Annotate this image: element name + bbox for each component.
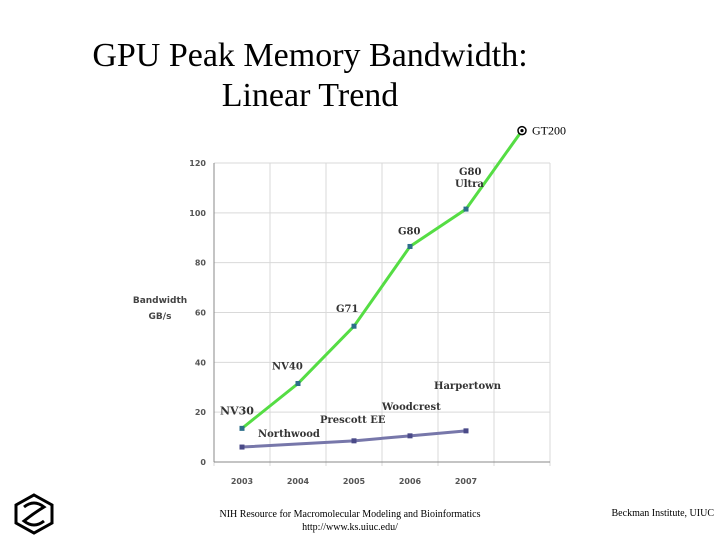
point-label-g80: G80 xyxy=(398,226,420,237)
point-label-woodcrest: Woodcrest xyxy=(381,402,441,413)
point-label-g80-ultra-line-2: Ultra xyxy=(455,179,484,190)
point-label-gt200: GT200 xyxy=(532,124,566,138)
point-marker-1-2 xyxy=(407,433,413,439)
axis-layer: 0 20 40 60 80 100 120 2003 2004 2005 2006 2007 xyxy=(189,159,550,486)
series-layer xyxy=(239,125,527,450)
point-marker-0-4 xyxy=(463,206,469,212)
point-label-nv30: NV30 xyxy=(220,404,254,417)
y-tick-label-0: 0 xyxy=(200,458,206,467)
title-line-1: GPU Peak Memory Bandwidth: xyxy=(92,37,528,74)
footer-center: NIH Resource for Macromolecular Modeling… xyxy=(190,508,510,534)
point-label-prescott-ee: Prescott EE xyxy=(320,415,386,426)
y-tick-label-60: 60 xyxy=(195,309,207,318)
y-tick-label-120: 120 xyxy=(189,159,206,168)
institute-logo-icon xyxy=(14,493,54,535)
point-label-harpertown: Harpertown xyxy=(434,381,502,392)
y-tick-label-100: 100 xyxy=(189,209,206,218)
point-marker-0-1 xyxy=(295,381,301,387)
point-marker-1-1 xyxy=(351,438,357,444)
x-tick-label-2006: 2006 xyxy=(399,477,422,486)
slide-title: GPU Peak Memory Bandwidth: Linear Trend xyxy=(60,36,560,116)
point-label-nv40: NV40 xyxy=(272,362,303,373)
x-tick-label-2003: 2003 xyxy=(231,477,253,486)
point-marker-1-0 xyxy=(239,444,245,450)
footer-right: Beckman Institute, UIUC xyxy=(611,508,714,519)
y-tick-label-40: 40 xyxy=(195,358,207,367)
series-line-1 xyxy=(241,429,467,449)
footer-line-2: http://www.ks.uiuc.edu/ xyxy=(302,522,398,533)
point-marker-0-2 xyxy=(351,323,357,329)
point-marker-0-3 xyxy=(407,243,413,249)
x-tick-label-2007: 2007 xyxy=(455,477,477,486)
title-line-2: Linear Trend xyxy=(221,77,399,114)
series-line-0 xyxy=(241,129,524,430)
x-tick-label-2004: 2004 xyxy=(287,477,310,486)
y-axis-label-line-1: Bandwidth xyxy=(133,296,187,306)
point-marker-1-3 xyxy=(463,428,469,434)
label-layer: NV30NV40G71G80G80UltraGT200NorthwoodPres… xyxy=(220,124,566,440)
x-tick-label-2005: 2005 xyxy=(343,477,366,486)
footer-line-1: NIH Resource for Macromolecular Modeling… xyxy=(219,509,481,520)
point-label-g71: G71 xyxy=(336,304,358,315)
y-axis-label-line-2: GB/s xyxy=(149,312,172,322)
point-marker-0-0 xyxy=(239,425,245,431)
point-marker-gt200-dot xyxy=(520,129,524,133)
point-label-g80-ultra-line-1: G80 xyxy=(459,167,481,178)
bandwidth-chart: 0 20 40 60 80 100 120 2003 2004 2005 2006 2007 NV30… xyxy=(133,124,566,486)
y-tick-label-80: 80 xyxy=(195,259,207,268)
point-label-northwood: Northwood xyxy=(258,429,320,440)
y-tick-label-20: 20 xyxy=(195,408,207,417)
